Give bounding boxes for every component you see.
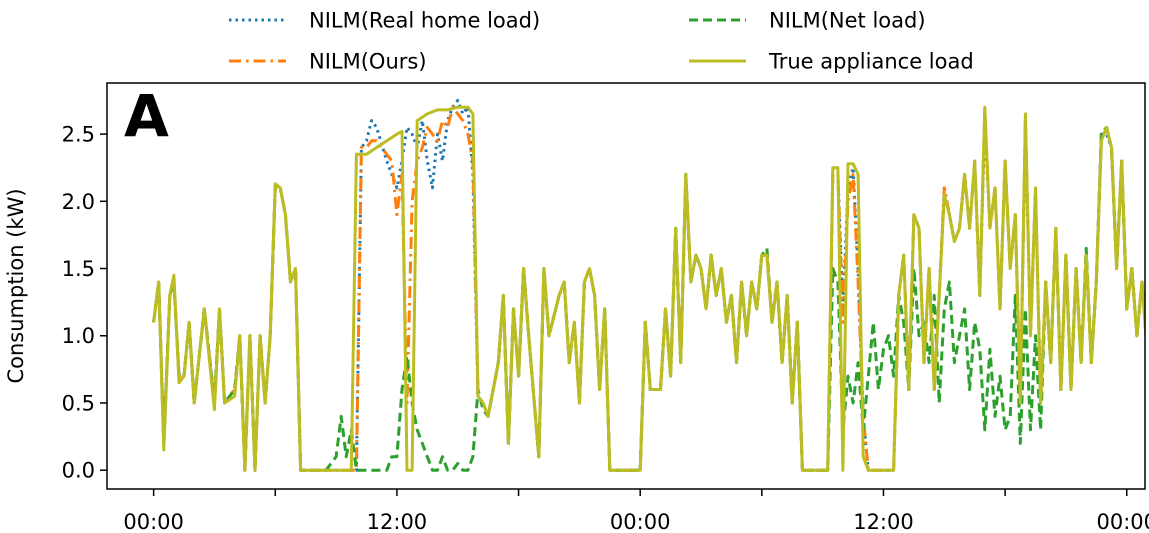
legend-label-4: True appliance load	[768, 50, 974, 74]
axes-frame	[106, 82, 1146, 490]
legend-label-2: NILM(Ours)	[309, 50, 427, 74]
x-tick-label: 00:00	[123, 510, 184, 533]
panel-label: A	[124, 82, 169, 150]
plot-area	[152, 99, 1145, 472]
y-tick-label: 0.0	[62, 459, 95, 483]
y-tick-label: 0.5	[62, 391, 95, 415]
y-tick-label: 1.5	[62, 257, 95, 281]
y-axis-label: Consumption (kW)	[4, 188, 28, 383]
y-tick-label: 2.0	[62, 190, 95, 214]
x-tick-label: 12:00	[853, 510, 914, 533]
series-line-1	[152, 99, 1145, 472]
y-axis: 0.0 0.5 1.0 1.5 2.0 2.5	[62, 123, 107, 483]
legend-label-1: NILM(Real home load)	[309, 9, 540, 33]
x-tick-label: 12:00	[367, 510, 428, 533]
legend: NILM(Real home load) NILM(Net load) NILM(O…	[229, 9, 974, 74]
legend-label-3: NILM(Net load)	[769, 9, 926, 33]
series-line-3	[152, 125, 1145, 472]
x-axis: 00:00 12:00 00:00 12:00 00:00	[123, 489, 1149, 533]
series-line-4	[152, 105, 1145, 472]
x-tick-label: 00:00	[1096, 510, 1149, 533]
series-line-2	[152, 105, 1145, 472]
y-tick-label: 2.5	[62, 123, 95, 147]
x-tick-label: 00:00	[610, 510, 671, 533]
y-tick-label: 1.0	[62, 324, 95, 348]
